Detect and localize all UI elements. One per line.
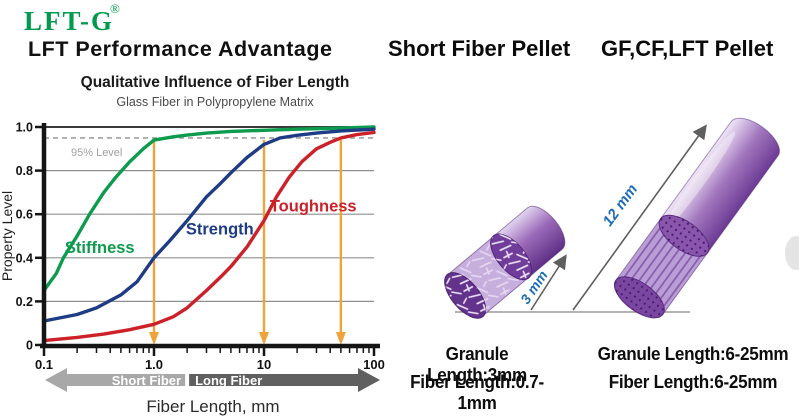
range-bar-left-label: Short Fiber xyxy=(112,373,181,388)
curve-label-strength: Strength xyxy=(186,220,254,238)
y-axis-label: Property Level xyxy=(0,191,15,281)
y-tick-label: 0.8 xyxy=(16,164,33,178)
y-tick-label: 0.4 xyxy=(16,251,33,265)
spec-granule-length-short: Granule Length:3mm xyxy=(427,344,527,385)
short-fiber-pellet-graphic xyxy=(444,205,566,319)
x-tick-label: 10 xyxy=(257,357,271,372)
curve-label-stiffness: Stiffness xyxy=(65,239,135,257)
range-bar-right xyxy=(189,374,358,386)
curve-strength xyxy=(42,127,376,323)
brand-logo: LFT-G xyxy=(24,6,115,36)
y-tick-label: 1.0 xyxy=(16,121,33,135)
chart-title: Qualitative Influence of Fiber Length xyxy=(80,74,350,91)
range-bar-right-arrowhead xyxy=(358,368,380,392)
curve-stiffness xyxy=(42,125,376,293)
spec-fiber-length-lft: Fiber Length:6-25mm xyxy=(608,372,778,392)
registered-trademark-icon: ® xyxy=(110,1,120,16)
pellet-outline xyxy=(444,205,566,319)
range-bar-right-label: Long Fiber xyxy=(195,373,262,388)
pellet-cross-section-dots xyxy=(659,215,709,257)
pellet-outline xyxy=(614,117,780,319)
curve-toughness xyxy=(42,130,376,343)
chart-subtitle: Glass Fiber in Polypropylene Matrix xyxy=(116,95,314,109)
pellet-end-section-dots xyxy=(614,276,665,318)
spec-granule-length-lft: Granule Length:6-25mm xyxy=(597,344,789,364)
pellet-end-face-fibers xyxy=(444,272,486,319)
y-tick-label: 0.6 xyxy=(16,208,33,222)
edge-artifact xyxy=(785,236,799,270)
dimension-arrow-3mm xyxy=(530,254,567,311)
dimension-arrow-12mm xyxy=(572,124,707,311)
reference-line-label: 95% Level xyxy=(71,147,122,159)
range-bar-left-arrowhead xyxy=(45,368,67,392)
x-axis-label: Fiber Length, mm xyxy=(146,397,279,416)
y-tick-label: 0 xyxy=(26,339,33,353)
dimension-label-12mm: 12 mm xyxy=(600,181,642,229)
x-tick-label: 1.0 xyxy=(145,357,163,372)
curve-label-toughness: Toughness xyxy=(270,198,357,216)
x-tick-label: 0.1 xyxy=(35,357,53,372)
page-title: LFT Performance Advantage xyxy=(28,37,333,61)
threshold-arrow-head xyxy=(149,332,159,345)
lft-pellet-graphic xyxy=(614,117,780,319)
pellet-cut-face-fibers xyxy=(490,234,532,280)
heading-short-fiber-pellet: Short Fiber Pellet xyxy=(388,36,571,61)
x-tick-label: 100 xyxy=(363,357,385,372)
y-tick-label: 0.2 xyxy=(16,295,33,309)
pellet-highlight xyxy=(661,131,736,233)
threshold-arrow-head xyxy=(335,332,346,345)
range-bar-left xyxy=(66,374,186,386)
spec-fiber-length-short: Fiber Length:0.7-1mm xyxy=(410,372,544,413)
pellet-illustration: 3 mm 12 mm xyxy=(444,117,799,319)
heading-lft-pellet: GF,CF,LFT Pellet xyxy=(601,36,774,61)
threshold-arrow-head xyxy=(259,332,269,345)
fiber-length-property-chart: 95% Level Stiffness Strength Toughness 0 0.2 0… xyxy=(0,121,385,417)
